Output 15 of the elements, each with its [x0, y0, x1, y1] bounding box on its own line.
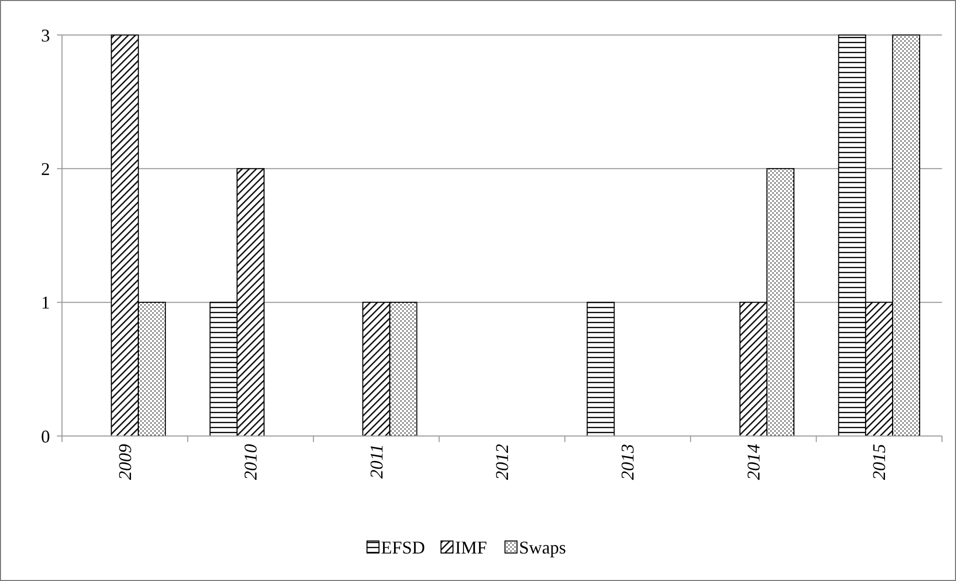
x-tick-label: 2010	[240, 444, 261, 480]
legend-label: IMF	[455, 537, 488, 558]
bar	[586, 302, 615, 436]
x-tick-label: 2014	[743, 444, 764, 480]
legend-label: EFSD	[381, 537, 426, 558]
y-tick-label: 3	[41, 25, 50, 46]
legend-label: Swaps	[519, 537, 566, 558]
x-tick-label: 2009	[114, 444, 135, 480]
y-tick-label: 0	[41, 426, 50, 446]
x-tick-label: 2012	[492, 444, 512, 480]
y-tick-label: 2	[41, 158, 50, 179]
x-tick-label: 2015	[869, 444, 890, 480]
x-tick-label: 2013	[618, 444, 638, 480]
x-tick-label: 2011	[366, 444, 386, 479]
y-tick-label: 1	[41, 292, 50, 313]
